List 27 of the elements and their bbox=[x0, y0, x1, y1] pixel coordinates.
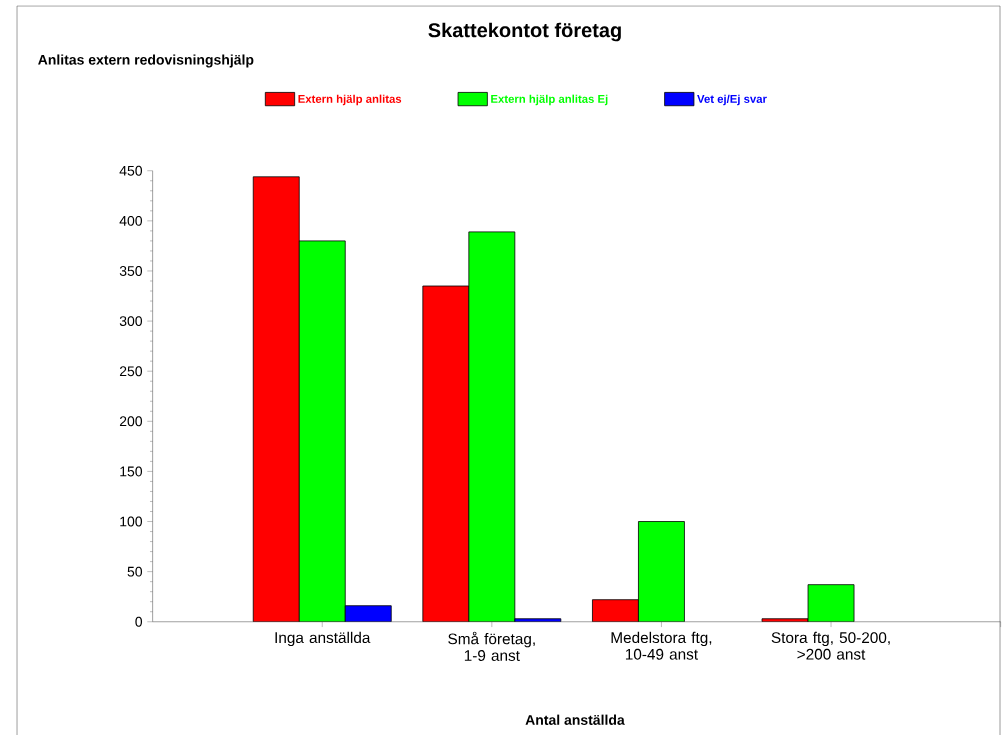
x-axis-title: Antal anställda bbox=[525, 714, 625, 725]
x-tick-label: Stora ftg, 50-200, >200 anst bbox=[771, 631, 890, 660]
bar bbox=[807, 584, 855, 622]
bar bbox=[468, 231, 516, 622]
bar bbox=[422, 285, 470, 622]
bar bbox=[252, 176, 300, 622]
y-tick-label: 400 bbox=[119, 215, 143, 226]
y-tick-label: 350 bbox=[119, 266, 143, 276]
legend-label: Vet ej/Ej svar bbox=[697, 94, 767, 106]
legend-label: Extern hjälp anlitas Ej bbox=[491, 94, 608, 106]
bar bbox=[298, 240, 346, 622]
y-tick-label: 50 bbox=[127, 566, 143, 577]
y-tick-label: 150 bbox=[120, 466, 143, 477]
y-tick-label: 200 bbox=[119, 416, 143, 427]
x-tick-label: Medelstora ftg, 10-49 anst bbox=[611, 631, 712, 660]
bar bbox=[592, 599, 639, 622]
y-tick-label: 250 bbox=[119, 366, 143, 377]
chart-subtitle: Anlitas extern redovisningshjälp bbox=[38, 54, 254, 68]
chart-title: Skattekontot företag bbox=[428, 22, 621, 42]
y-tick-label: 450 bbox=[119, 165, 143, 176]
y-tick-label: 0 bbox=[135, 616, 143, 627]
bar bbox=[638, 521, 685, 622]
legend-label: Extern hjälp anlitas bbox=[298, 94, 402, 106]
x-tick-label: Inga anställda bbox=[275, 631, 371, 647]
y-tick-label: 300 bbox=[119, 316, 143, 327]
x-tick-label: Små företag, 1-9 anst bbox=[448, 631, 535, 661]
y-tick-label: 100 bbox=[120, 516, 143, 527]
